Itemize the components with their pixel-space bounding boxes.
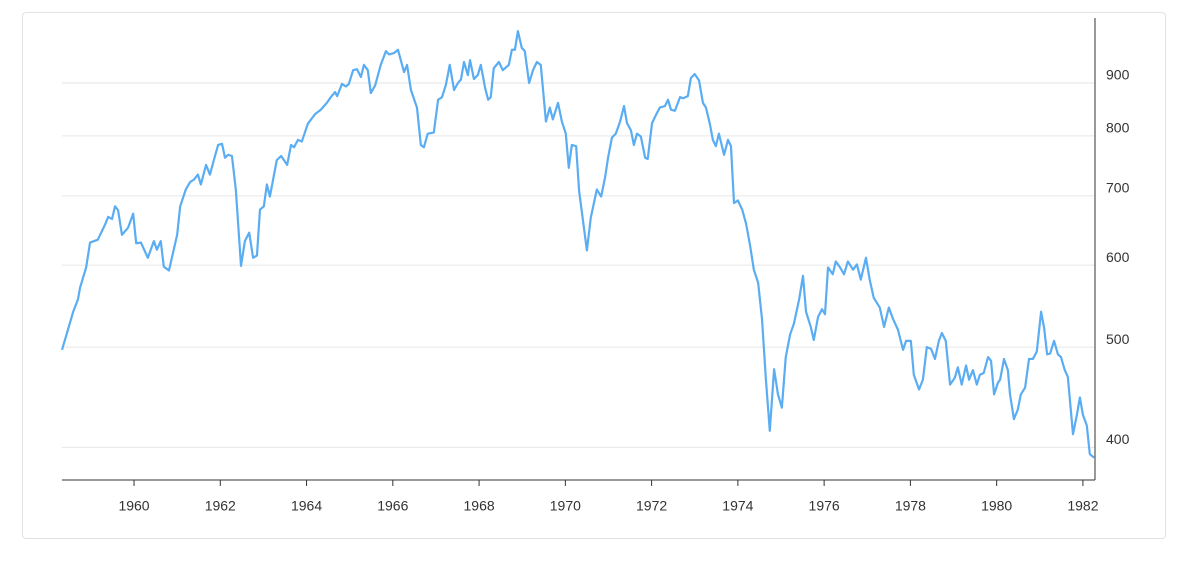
chart-card bbox=[22, 12, 1166, 539]
x-tick-label: 1962 bbox=[205, 498, 236, 514]
x-tick-label: 1964 bbox=[291, 498, 322, 514]
line-series bbox=[60, 30, 1095, 459]
x-tick-label: 1974 bbox=[722, 498, 753, 514]
x-tick-label: 1968 bbox=[464, 498, 495, 514]
y-tick-label: 500 bbox=[1106, 331, 1130, 347]
x-tick-label: 1970 bbox=[550, 498, 581, 514]
y-tick-label: 400 bbox=[1106, 431, 1130, 447]
x-tick-label: 1982 bbox=[1067, 498, 1098, 514]
x-tick-label: 1960 bbox=[118, 498, 149, 514]
x-tick-label: 1972 bbox=[636, 498, 667, 514]
x-tick-label: 1966 bbox=[377, 498, 408, 514]
y-tick-label: 900 bbox=[1106, 67, 1130, 83]
x-tick-label: 1976 bbox=[809, 498, 840, 514]
y-tick-label: 600 bbox=[1106, 249, 1130, 265]
y-tick-label: 700 bbox=[1106, 180, 1130, 196]
x-tick-label: 1978 bbox=[895, 498, 926, 514]
x-tick-label: 1980 bbox=[981, 498, 1012, 514]
y-tick-label: 800 bbox=[1106, 120, 1130, 136]
